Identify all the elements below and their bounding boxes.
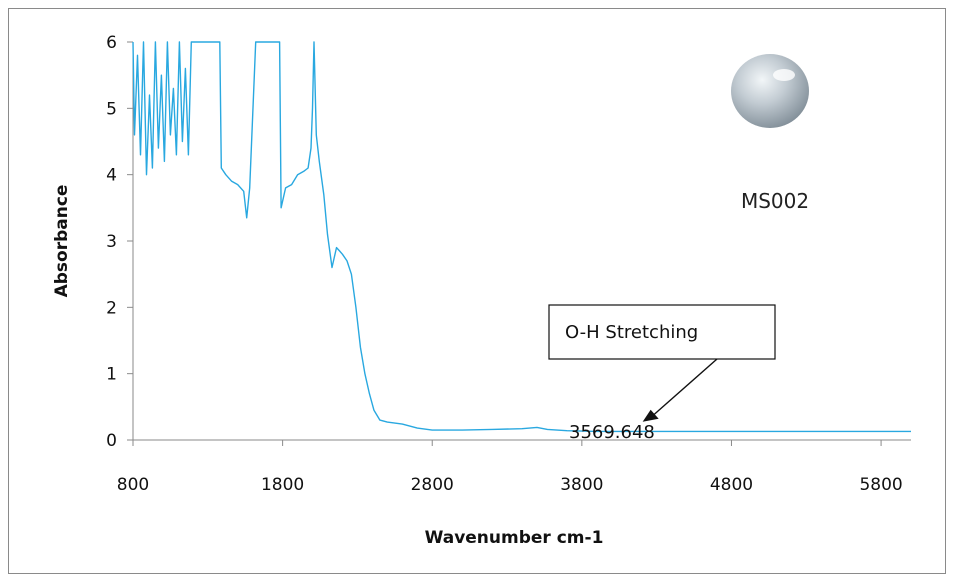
y-axis-title: Absorbance: [52, 185, 72, 298]
chart-frame: 0 1 2 3 4 5 6 800 1800 2800 3800 4800 5800 O-H Stret…: [8, 8, 946, 574]
y-tick-label: 2: [106, 298, 117, 318]
y-tick-label: 3: [106, 232, 117, 252]
x-axis-title: Wavenumber cm-1: [425, 528, 604, 548]
y-tick-label: 6: [106, 33, 117, 53]
gem-body: [731, 54, 809, 128]
x-tick-label: 3800: [560, 475, 603, 495]
callout-label: O-H Stretching: [565, 322, 698, 343]
callout-arrow-line: [652, 358, 718, 417]
absorbance-chart: 0 1 2 3 4 5 6 800 1800 2800 3800 4800 5800 O-H Stret…: [52, 33, 911, 548]
tick-labels: 0 1 2 3 4 5 6 800 1800 2800 3800 4800 5800: [106, 33, 903, 495]
x-tick-label: 800: [117, 475, 149, 495]
y-tick-label: 1: [106, 365, 117, 385]
peak-value-label: 3569.648: [569, 422, 655, 443]
series-line: [132, 41, 911, 433]
x-tick-label: 2800: [411, 475, 454, 495]
y-tick-label: 4: [106, 166, 117, 186]
sample-image: [731, 54, 809, 128]
x-tick-label: 1800: [261, 475, 304, 495]
x-tick-label: 4800: [710, 475, 753, 495]
callout-box: [548, 304, 776, 360]
sample-label: MS002: [741, 189, 809, 213]
x-tick-label: 5800: [859, 475, 902, 495]
series-layer: [132, 41, 911, 433]
callout-arrowhead: [642, 409, 659, 422]
gem-highlight: [773, 69, 795, 81]
y-tick-label: 0: [106, 431, 117, 451]
y-tick-label: 5: [106, 99, 117, 119]
annotations: O-H Stretching 3569.648: [548, 304, 776, 443]
